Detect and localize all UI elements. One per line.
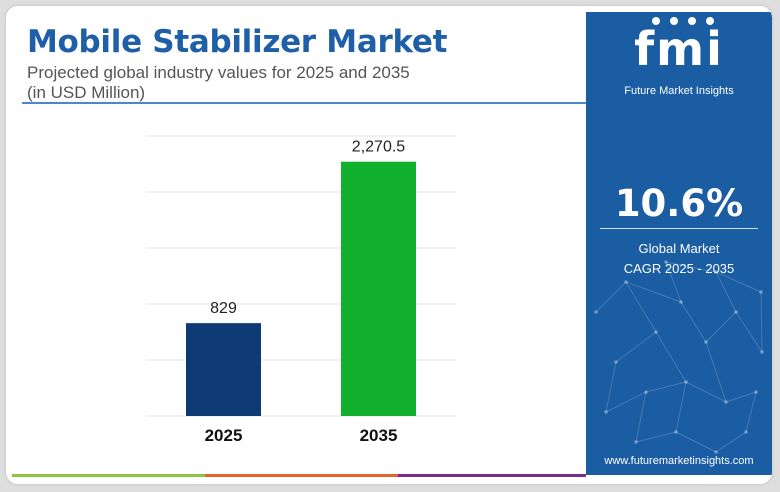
header-divider — [22, 102, 587, 104]
bar-chart: 829 2025 2,270.5 2035 — [146, 135, 456, 445]
footer-stripe-orange — [205, 474, 398, 477]
sidebar-panel: fmi Future Market Insights 10.6% Global … — [586, 12, 772, 475]
fmi-logo: fmi — [634, 22, 724, 76]
logo-company-name: Future Market Insights — [624, 85, 734, 97]
subtitle-line-1: Projected global industry values for 202… — [27, 63, 410, 82]
chart-subtitle: Projected global industry values for 202… — [27, 63, 547, 103]
bar-2035 — [341, 161, 416, 416]
footer-stripe-green — [12, 474, 205, 477]
chart-title: Mobile Stabilizer Market — [27, 24, 448, 60]
cagr-label: Global Market CAGR 2025 - 2035 — [586, 239, 772, 279]
data-label-2025: 829 — [210, 300, 237, 317]
cagr-label-line-1: Global Market — [638, 241, 720, 256]
cagr-label-line-2: CAGR 2025 - 2035 — [623, 261, 735, 276]
subtitle-line-2: (in USD Million) — [27, 83, 146, 102]
website-link[interactable]: www.futuremarketinsights.com — [604, 455, 754, 467]
footer-stripe-purple — [398, 474, 586, 477]
network-pattern-graphic — [594, 260, 764, 454]
bar-2025 — [186, 323, 261, 416]
x-tick-label-2035: 2035 — [360, 426, 398, 445]
data-label-2035: 2,270.5 — [352, 139, 405, 156]
logo-figures-icon — [652, 17, 714, 25]
sidebar-divider — [600, 228, 758, 229]
cagr-value: 10.6% — [614, 182, 744, 225]
x-tick-label-2025: 2025 — [205, 426, 243, 445]
infographic-card: Mobile Stabilizer Market Projected globa… — [6, 6, 772, 484]
